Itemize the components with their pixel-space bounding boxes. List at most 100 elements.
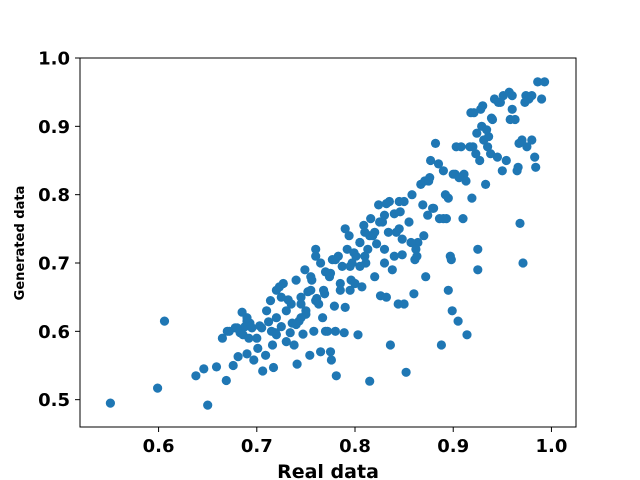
- data-point: [370, 272, 380, 282]
- data-point: [340, 302, 350, 312]
- data-point: [350, 278, 360, 289]
- y-tick-label: 0.9: [38, 117, 70, 138]
- data-point: [501, 155, 511, 166]
- data-point: [335, 278, 345, 289]
- data-point: [366, 214, 376, 224]
- x-tick-label: 0.8: [339, 436, 371, 457]
- data-point: [311, 244, 321, 254]
- data-point: [300, 265, 310, 275]
- data-point: [276, 322, 286, 332]
- data-point: [409, 289, 419, 299]
- data-point: [476, 104, 486, 114]
- data-point: [203, 400, 213, 410]
- data-point: [399, 299, 409, 309]
- data-point: [473, 265, 483, 275]
- data-point: [472, 128, 482, 138]
- data-point: [233, 352, 243, 362]
- data-point: [379, 244, 390, 254]
- data-point: [289, 340, 299, 350]
- data-point: [298, 329, 308, 339]
- data-point: [419, 231, 429, 241]
- data-point: [520, 97, 530, 107]
- data-point: [395, 207, 405, 217]
- data-point: [407, 190, 417, 200]
- y-tick-label: 0.5: [38, 390, 70, 411]
- data-point: [381, 292, 391, 302]
- data-point: [257, 323, 267, 333]
- data-point: [306, 272, 316, 282]
- data-point: [306, 285, 316, 295]
- data-point: [475, 155, 485, 166]
- data-point: [319, 285, 329, 295]
- data-point: [335, 285, 345, 295]
- data-point: [271, 313, 281, 323]
- data-point: [421, 272, 431, 282]
- data-point: [487, 114, 498, 125]
- data-point: [286, 299, 296, 309]
- data-point: [512, 166, 522, 176]
- data-point: [397, 250, 407, 260]
- data-point: [522, 142, 532, 152]
- data-point: [406, 237, 416, 248]
- data-point: [278, 278, 288, 289]
- data-point: [379, 210, 390, 220]
- data-point: [276, 292, 286, 302]
- x-tick-label: 1.0: [536, 436, 568, 457]
- data-point: [340, 224, 350, 234]
- data-point: [353, 330, 363, 340]
- data-point: [271, 285, 281, 295]
- y-tick-label: 0.8: [38, 185, 70, 206]
- data-point: [518, 258, 528, 268]
- data-point: [533, 77, 543, 87]
- data-point: [153, 383, 163, 393]
- data-point: [320, 326, 331, 336]
- data-point: [305, 350, 315, 360]
- data-point: [252, 333, 262, 343]
- x-axis: 0.6 0.7 0.8 0.9 1.0: [143, 427, 568, 457]
- data-point: [222, 326, 232, 336]
- data-point: [424, 176, 434, 186]
- data-point: [375, 217, 385, 227]
- data-point: [440, 190, 450, 200]
- data-point: [325, 268, 336, 278]
- data-point: [285, 328, 295, 338]
- data-point: [466, 108, 476, 118]
- data-point: [412, 251, 422, 261]
- data-point: [242, 313, 252, 323]
- data-point: [329, 301, 339, 311]
- data-point: [264, 317, 274, 327]
- data-point: [505, 114, 515, 125]
- data-point: [363, 244, 373, 254]
- data-point: [497, 166, 507, 176]
- data-point: [311, 251, 321, 261]
- data-point: [447, 306, 457, 316]
- data-point: [211, 362, 222, 372]
- data-point: [326, 355, 336, 365]
- data-point: [105, 398, 115, 408]
- data-point: [244, 333, 254, 343]
- data-point: [311, 296, 321, 306]
- data-point: [394, 224, 404, 234]
- data-point: [262, 306, 272, 316]
- data-point: [473, 244, 483, 254]
- data-point: [483, 142, 493, 152]
- data-point: [462, 330, 472, 340]
- data-point: [331, 371, 341, 381]
- data-point: [228, 360, 238, 371]
- data-point: [291, 319, 301, 330]
- data-point: [345, 261, 355, 271]
- data-point: [281, 337, 291, 347]
- data-point: [530, 152, 540, 162]
- data-point: [261, 350, 271, 360]
- data-point: [316, 347, 326, 357]
- data-point: [436, 340, 446, 350]
- data-point: [199, 364, 209, 374]
- data-point: [471, 149, 481, 159]
- data-point: [433, 159, 444, 169]
- x-tick-label: 0.7: [241, 436, 273, 457]
- data-point: [514, 138, 524, 148]
- data-point: [540, 77, 550, 87]
- data-point: [296, 299, 306, 309]
